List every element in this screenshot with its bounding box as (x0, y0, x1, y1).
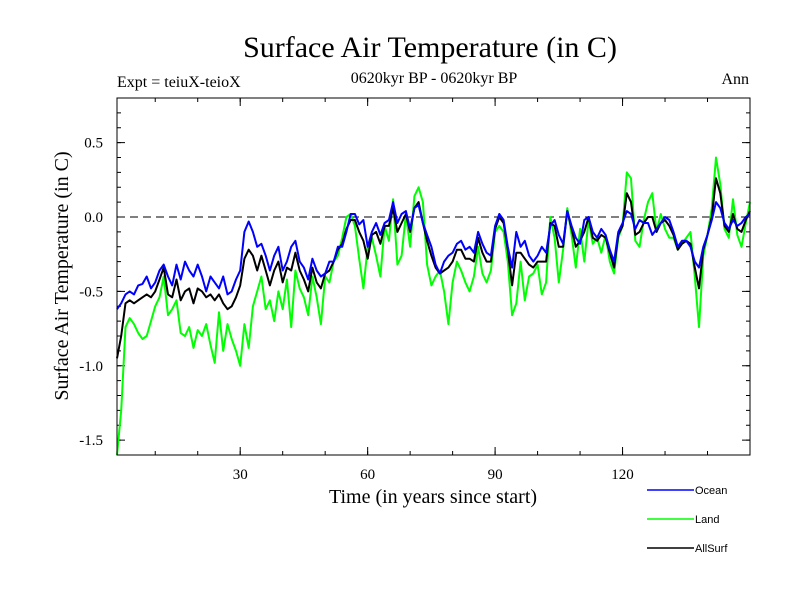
plot-frame (116, 97, 751, 456)
legend-land-label: Land (695, 514, 719, 526)
plot-area: -1.5 -1.0 -0.5 0.0 0.5 30 60 90 120 (79, 97, 751, 483)
chart-title: Surface Air Temperature (in C) (243, 31, 617, 64)
x-tick-label: 30 (233, 467, 248, 483)
experiment-label: Expt = teiuX-teioX (117, 74, 241, 91)
y-tick-label: -1.0 (79, 359, 103, 375)
x-tick-label: 90 (488, 467, 503, 483)
legend: Ocean Land AllSurf (647, 485, 728, 555)
y-axis-label: Surface Air Temperature (in C) (51, 151, 73, 400)
legend-ocean-label: Ocean (695, 485, 727, 497)
series-line-allsurf (116, 177, 751, 359)
series-line-ocean (116, 201, 751, 310)
season-label: Ann (721, 71, 749, 88)
y-tick-label: -1.5 (79, 433, 103, 449)
x-axis-label: Time (in years since start) (329, 486, 537, 508)
y-tick-label: 0.5 (84, 136, 103, 152)
legend-allsurf-label: AllSurf (695, 543, 728, 555)
chart-subtitle: 0620kyr BP - 0620kyr BP (351, 70, 518, 87)
x-tick-label: 120 (611, 467, 634, 483)
x-tick-label: 60 (360, 467, 375, 483)
y-tick-label: 0.0 (84, 210, 103, 226)
y-tick-label: -0.5 (79, 284, 103, 300)
series-line-land (116, 156, 751, 456)
